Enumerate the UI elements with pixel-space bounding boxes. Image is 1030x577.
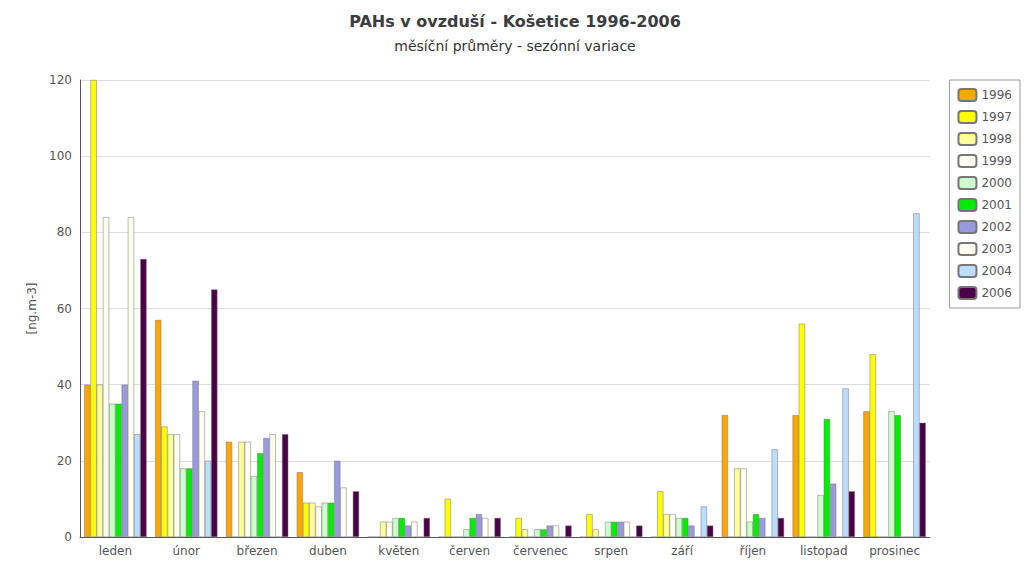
svg-text:listopad: listopad — [800, 544, 848, 558]
svg-text:2006: 2006 — [981, 286, 1012, 300]
svg-text:2001: 2001 — [981, 198, 1012, 212]
svg-text:březen: březen — [237, 544, 278, 558]
svg-text:2000: 2000 — [981, 176, 1012, 190]
svg-text:1998: 1998 — [981, 132, 1012, 146]
svg-text:červen: červen — [449, 544, 490, 558]
svg-text:1999: 1999 — [981, 154, 1012, 168]
svg-text:[ng.m-3]: [ng.m-3] — [25, 282, 39, 334]
svg-text:0: 0 — [64, 530, 72, 544]
svg-text:20: 20 — [57, 454, 72, 468]
svg-text:prosinec: prosinec — [869, 544, 920, 558]
svg-text:2002: 2002 — [981, 220, 1012, 234]
svg-text:srpen: srpen — [594, 544, 628, 558]
svg-text:80: 80 — [57, 225, 72, 239]
svg-text:červenec: červenec — [513, 544, 568, 558]
svg-text:leden: leden — [99, 544, 132, 558]
svg-text:únor: únor — [173, 544, 201, 558]
svg-text:100: 100 — [49, 149, 72, 163]
svg-text:40: 40 — [57, 378, 72, 392]
svg-text:duben: duben — [309, 544, 347, 558]
svg-text:1996: 1996 — [981, 88, 1012, 102]
svg-text:říjen: říjen — [740, 544, 767, 558]
svg-text:září: září — [671, 544, 694, 558]
svg-text:2003: 2003 — [981, 242, 1012, 256]
svg-text:květen: květen — [378, 544, 419, 558]
svg-text:2004: 2004 — [981, 264, 1012, 278]
svg-text:měsíční průměry - sezónní vari: měsíční průměry - sezónní variace — [394, 38, 635, 54]
svg-text:60: 60 — [57, 302, 72, 316]
svg-text:PAHs v ovzduší - Košetice 1996: PAHs v ovzduší - Košetice 1996-2006 — [349, 12, 681, 31]
svg-text:120: 120 — [49, 73, 72, 87]
svg-text:1997: 1997 — [981, 110, 1012, 124]
